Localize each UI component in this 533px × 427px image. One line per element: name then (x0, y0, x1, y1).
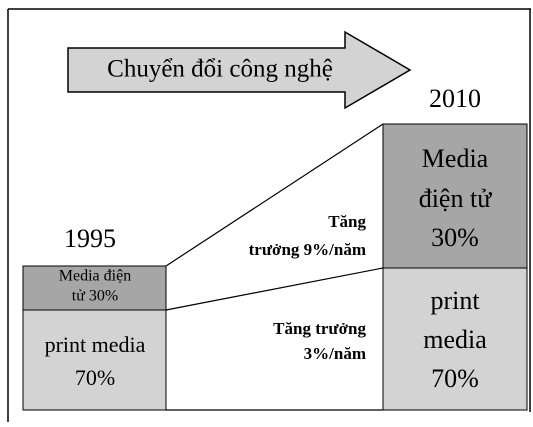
box-text: print (430, 286, 480, 315)
year: 2010 (429, 84, 481, 113)
box-text: 70% (75, 365, 115, 390)
box-text: điện tử (419, 184, 492, 213)
box-text: media (423, 325, 487, 354)
box (22, 309, 167, 411)
box (382, 267, 528, 411)
box-text: Media (422, 144, 489, 173)
box-text: print media (45, 332, 146, 357)
box-text: Media điện (59, 268, 131, 285)
growth-label: Tăng trưởng (273, 319, 366, 338)
frame (7, 8, 531, 422)
arrow-label: Chuyển đổi công nghệ (107, 56, 333, 83)
box-text: tử 30% (72, 288, 118, 305)
box-text: 30% (431, 223, 479, 252)
connectors (165, 123, 384, 411)
growth-label: trưởng 9%/năm (249, 240, 366, 259)
box-text: 70% (431, 364, 479, 393)
arrow (67, 30, 412, 110)
growth-label: Tăng (328, 212, 366, 231)
growth-label: 3%/năm (304, 344, 366, 363)
box (382, 123, 528, 269)
year: 1995 (64, 224, 116, 253)
box (22, 265, 167, 311)
